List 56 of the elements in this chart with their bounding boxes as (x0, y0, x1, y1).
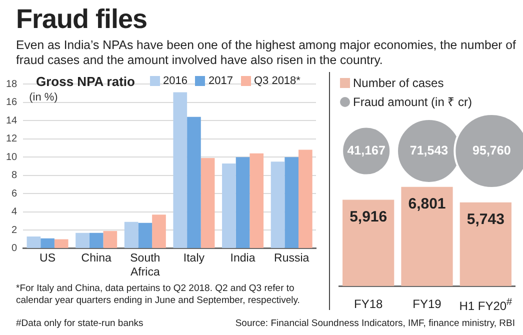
bar (270, 162, 285, 248)
x-tick-label: US (40, 252, 56, 264)
text: #Data only for state-run banks (16, 318, 144, 329)
legend-label: 2017 (208, 75, 233, 87)
bar (89, 232, 104, 248)
y-axis-title: (in %) (29, 92, 58, 104)
bar (76, 232, 90, 248)
y-tick-label: 2 (12, 224, 18, 236)
y-tick-label: 6 (12, 188, 18, 200)
bar (200, 158, 215, 248)
y-tick-label: 18 (6, 78, 18, 90)
bar (152, 214, 166, 248)
text: Even as India’s NPAs have been one of the highest among major economies, the number of fraud cases and the amount involved have also risen in the country. (16, 38, 516, 68)
x-tick-label: China (81, 252, 112, 264)
y-tick-label: 10 (6, 152, 18, 163)
y-tick-label: 16 (6, 97, 18, 108)
data-label: 71,543 (410, 143, 448, 158)
x-tick-label: FY19 (412, 297, 442, 311)
bar (222, 163, 236, 248)
legend-label: Fraud amount (in ₹ cr) (353, 94, 472, 110)
circles: 41,167 71,543 95,760 (296, 110, 523, 192)
bar (40, 238, 54, 248)
source-note: Source: Financial Soundness Indicators, IMF, finance ministry, RBI (235, 318, 515, 329)
x-tick-label: Russia (274, 252, 310, 264)
bar (173, 92, 188, 248)
legend-label: Q3 2018* (254, 75, 300, 87)
x-tick-label: FY18 (354, 297, 383, 311)
data-label: 6,801 (408, 196, 446, 213)
y-tick-label: 14 (6, 115, 18, 126)
bar (26, 236, 41, 248)
data-label: 41,167 (347, 143, 386, 158)
bar (187, 116, 201, 248)
bar (124, 222, 138, 248)
text: Fraud files (16, 4, 148, 35)
bar (298, 150, 312, 248)
y-tick-label: 4 (12, 206, 18, 218)
y-tick-label: 0 (12, 243, 18, 254)
x-tick-label: India (230, 252, 256, 264)
text: *For Italy and China, data pertains to Q2 2018. Q2 and Q3 refer to calendar year quarters ending in June and September, respectively. (16, 283, 301, 307)
bar (284, 157, 299, 248)
y-tick-label: 8 (12, 170, 18, 182)
data-label: 95,760 (472, 143, 511, 158)
bar (250, 153, 264, 248)
bar (236, 157, 250, 248)
data-label: 5,743 (466, 210, 504, 228)
bar (103, 231, 118, 248)
legend-label: Number of cases (353, 76, 444, 90)
x-tick-label: H1 FY20$^{#}$ (459, 297, 512, 313)
y-tick-label: 12 (6, 134, 18, 145)
legend-label: 2016 (163, 75, 188, 87)
bar (54, 239, 68, 248)
bar (138, 222, 152, 248)
x-tick-label: South Africa (130, 252, 160, 278)
chart-title: Gross NPA ratio (36, 74, 135, 89)
data-label: 5,916 (350, 208, 388, 226)
x-tick-label: Italy (183, 252, 205, 264)
